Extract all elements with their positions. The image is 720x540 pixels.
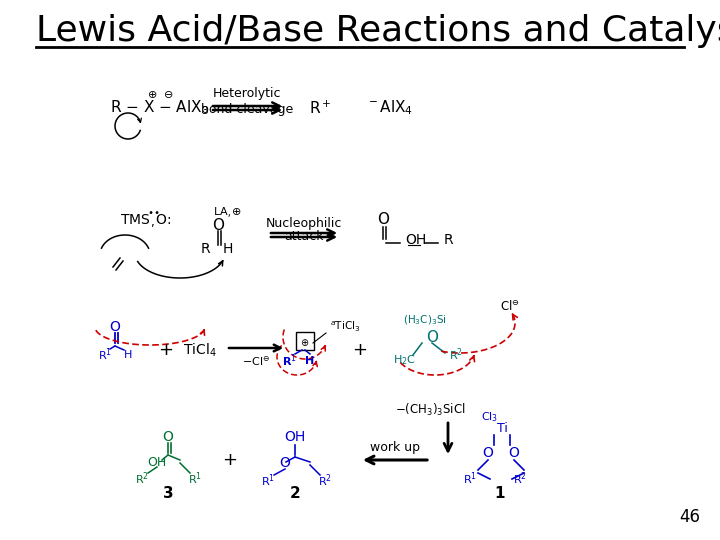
Text: +: + <box>353 341 367 359</box>
Text: 1: 1 <box>495 485 505 501</box>
Text: R$^2$: R$^2$ <box>135 471 149 487</box>
Text: R$^1$: R$^1$ <box>188 471 202 487</box>
Text: LA$_\mathtt{,}$$\oplus$: LA$_\mathtt{,}$$\oplus$ <box>213 205 242 220</box>
Text: $-$(CH$_3$)$_3$SiCl: $-$(CH$_3$)$_3$SiCl <box>395 402 465 418</box>
Text: O: O <box>212 218 224 233</box>
Text: O: O <box>109 320 120 334</box>
Text: R $-$ X $-$ AlX$_3$: R $-$ X $-$ AlX$_3$ <box>110 99 210 117</box>
Text: Heterolytic: Heterolytic <box>212 87 282 100</box>
Text: H: H <box>124 350 132 360</box>
Text: Cl$^{\ominus}$: Cl$^{\ominus}$ <box>500 300 520 314</box>
Text: $\oplus$: $\oplus$ <box>147 89 157 99</box>
Text: +: + <box>222 451 238 469</box>
Text: R$^1$: R$^1$ <box>463 471 477 487</box>
Text: R$^+$: R$^+$ <box>309 99 331 117</box>
Text: TiCl$_4$: TiCl$_4$ <box>183 341 217 359</box>
Text: $\ominus$: $\ominus$ <box>163 89 173 99</box>
Text: R$^2$: R$^2$ <box>318 472 332 489</box>
Text: O: O <box>279 456 290 470</box>
Text: $^a$TiCl$_3$: $^a$TiCl$_3$ <box>330 320 361 334</box>
Text: $\bullet\!\bullet$: $\bullet\!\bullet$ <box>147 206 159 216</box>
Text: R$^1$: R$^1$ <box>282 353 297 369</box>
Text: R$^1$: R$^1$ <box>98 347 112 363</box>
Text: R$^2$: R$^2$ <box>449 347 463 363</box>
Text: Cl$_3$: Cl$_3$ <box>482 410 499 424</box>
Text: 46: 46 <box>679 508 700 526</box>
Text: attack: attack <box>284 231 324 244</box>
Text: R$^1$: R$^1$ <box>261 472 275 489</box>
Text: TMS$_\mathtt{,}$O$\colon$: TMS$_\mathtt{,}$O$\colon$ <box>120 212 171 228</box>
Text: $-$Cl$^{\ominus}$: $-$Cl$^{\ominus}$ <box>242 354 270 368</box>
Text: work up: work up <box>370 441 420 454</box>
Text: R$^2$: R$^2$ <box>513 471 527 487</box>
Text: bond cleavage: bond cleavage <box>201 103 293 116</box>
Text: R: R <box>200 242 210 256</box>
Text: O: O <box>482 446 493 460</box>
Text: H: H <box>222 242 233 256</box>
Text: Ti: Ti <box>497 422 508 435</box>
Text: OH: OH <box>405 233 427 247</box>
Text: $^-$AlX$_4$: $^-$AlX$_4$ <box>366 99 413 117</box>
Text: $\oplus$: $\oplus$ <box>300 338 310 348</box>
Text: R: R <box>444 233 453 247</box>
Text: H$_2$C: H$_2$C <box>392 353 415 367</box>
FancyBboxPatch shape <box>296 332 314 350</box>
Text: Nucleophilic: Nucleophilic <box>266 217 342 230</box>
Text: O: O <box>508 446 519 460</box>
Text: O: O <box>426 329 438 345</box>
Text: +: + <box>158 341 174 359</box>
Text: (H$_3$C)$_3$Si: (H$_3$C)$_3$Si <box>403 313 447 327</box>
Text: 2: 2 <box>289 485 300 501</box>
Text: Lewis Acid/Base Reactions and Catalysis: Lewis Acid/Base Reactions and Catalysis <box>36 14 720 48</box>
Text: H: H <box>305 356 315 366</box>
Text: OH: OH <box>148 456 166 469</box>
Text: 3: 3 <box>163 485 174 501</box>
Text: OH: OH <box>284 430 305 444</box>
Text: O: O <box>377 213 389 227</box>
Text: O: O <box>163 430 174 444</box>
